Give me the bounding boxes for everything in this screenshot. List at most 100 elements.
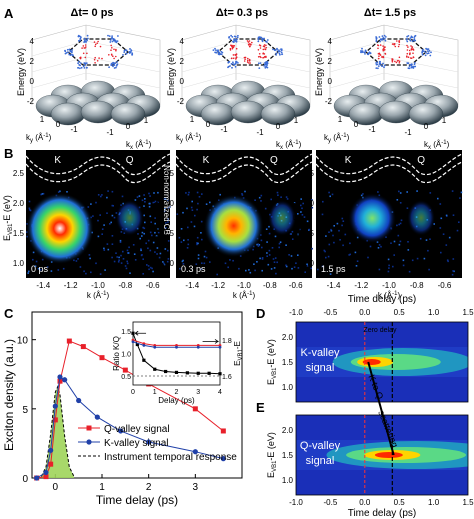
panel-b-noise xyxy=(286,198,289,200)
panel-b-noise xyxy=(164,198,167,201)
panel-b-xtick: -1.2 xyxy=(211,281,225,290)
panel-b-ytick: 2.5 xyxy=(303,169,315,178)
panel-b-xtick: -1.4 xyxy=(327,281,341,290)
panel-b-label: B xyxy=(4,146,13,161)
panel-a-red-dot xyxy=(243,56,246,59)
panel-c-q-point xyxy=(192,406,198,412)
panel-b-noise xyxy=(181,260,184,263)
panel-b-noise xyxy=(115,252,117,254)
panel-a-blue-dot xyxy=(83,37,86,40)
panel-de-bottom-xtick: 0.5 xyxy=(394,498,406,507)
panel-a-grid-line xyxy=(85,56,161,73)
panel-b-noise xyxy=(446,259,449,261)
panel-b-noise xyxy=(110,221,112,224)
panel-b-noise xyxy=(164,207,166,210)
panel-b-noise xyxy=(196,236,199,239)
panel-b-noise xyxy=(301,207,303,210)
panel-a-zlabel: Energy (eV) xyxy=(166,48,176,96)
panel-b-noise xyxy=(341,217,344,220)
panel-b-noise xyxy=(437,197,439,200)
panel-a-kytick: 1 xyxy=(190,115,195,124)
panel-b-noise xyxy=(321,265,324,268)
panel-a-ztick: 4 xyxy=(30,37,35,46)
panel-b-noise xyxy=(273,267,276,269)
panel-a-band-dome xyxy=(260,102,296,126)
panel-a-grid-line xyxy=(329,40,385,57)
panel-b-noise xyxy=(423,257,426,260)
panel-a-blue-dot xyxy=(234,35,237,38)
panel-a-blue-dot xyxy=(266,41,268,43)
panel-b-noise xyxy=(399,240,402,243)
panel-b-noise xyxy=(111,235,114,237)
panel-d-ylabel: EVB1-E (eV) xyxy=(266,339,278,385)
panel-b-noise xyxy=(439,227,442,229)
panel-a-grid-line xyxy=(31,40,87,57)
panel-b-noise xyxy=(390,242,392,244)
panel-b-noise xyxy=(333,241,335,244)
panel-b-noise xyxy=(440,251,442,254)
panel-b-noise xyxy=(329,273,332,275)
panel-e-ytick: 1.5 xyxy=(282,451,294,460)
panel-b-noise xyxy=(193,225,196,228)
panel-b-noise xyxy=(144,198,146,200)
panel-a-blue-dot xyxy=(414,65,417,68)
panel-b-noise xyxy=(278,242,281,245)
panel-a-grid-line xyxy=(235,72,311,89)
panel-c-inset-point xyxy=(196,345,200,349)
panel-b-noise xyxy=(111,256,113,259)
panel-a-red-dot xyxy=(263,53,266,55)
panel-a-blue-dot xyxy=(264,66,267,69)
panel-b-noise xyxy=(258,196,261,199)
panel-b-noise xyxy=(274,235,277,238)
panel-c-inset-point xyxy=(218,345,222,349)
panel-b-noise xyxy=(297,254,299,256)
panel-a-red-dot xyxy=(94,45,96,48)
panel-b-xtick: -1.0 xyxy=(237,281,251,290)
panel-c-xtick-label: 0 xyxy=(53,482,59,493)
panel-b-cb-curve xyxy=(25,153,171,175)
panel-b-noise xyxy=(325,256,327,259)
panel-a-red-dot xyxy=(384,53,387,55)
panel-a-blue-dot xyxy=(77,62,79,65)
panel-a-blue-dot xyxy=(413,37,416,39)
panel-a-blue-dot xyxy=(83,40,86,42)
panel-a-blue-dot xyxy=(410,65,413,67)
panel-b-noise xyxy=(203,262,206,265)
panel-c-q-point xyxy=(57,378,63,384)
panel-b-k-blob xyxy=(348,192,397,244)
panel-b-noise xyxy=(297,267,300,269)
panel-c-inset-point xyxy=(153,345,157,349)
panel-b-noise xyxy=(205,203,208,205)
panel-b-noise xyxy=(154,251,156,253)
panel-b-noise xyxy=(140,254,143,257)
panel-a-red-dot xyxy=(395,61,398,64)
panel-b-noise xyxy=(75,260,78,262)
panel-a-red-dot xyxy=(381,56,383,58)
panel-b-noise xyxy=(344,233,347,236)
panel-c-k-point xyxy=(220,456,226,462)
panel-a-blue-dot xyxy=(217,52,220,54)
panel-c-xtick-label: 1 xyxy=(99,482,105,493)
panel-b-noise xyxy=(119,241,122,243)
panel-b-noise xyxy=(456,229,459,232)
panel-b-noise xyxy=(274,257,277,259)
panel-c-label: C xyxy=(4,306,14,321)
panel-a-blue-dot xyxy=(86,34,89,37)
panel-b-noise xyxy=(97,194,100,196)
panel-a-red-dot xyxy=(247,59,249,62)
panel-c-legend-text: K-valley signal xyxy=(104,438,168,449)
panel-a-blue-dot xyxy=(257,38,260,41)
panel-a-title: Δt= 1.5 ps xyxy=(364,7,416,19)
panel-a-red-dot xyxy=(377,57,380,60)
panel-b-noise xyxy=(276,261,278,264)
panel-a-ky-label: ky (Å-1) xyxy=(176,133,202,144)
panel-b-noise xyxy=(447,260,449,263)
panel-b-noise xyxy=(451,190,454,192)
panel-a-blue-dot xyxy=(369,52,372,55)
panel-b-noise xyxy=(311,247,313,250)
panel-b-noise xyxy=(369,245,372,248)
panel-a-red-dot xyxy=(398,62,401,64)
panel-a-blue-dot xyxy=(128,51,131,54)
panel-a-red-dot xyxy=(412,52,414,54)
panel-de-bottom-xlabel: Time delay (ps) xyxy=(348,508,417,519)
